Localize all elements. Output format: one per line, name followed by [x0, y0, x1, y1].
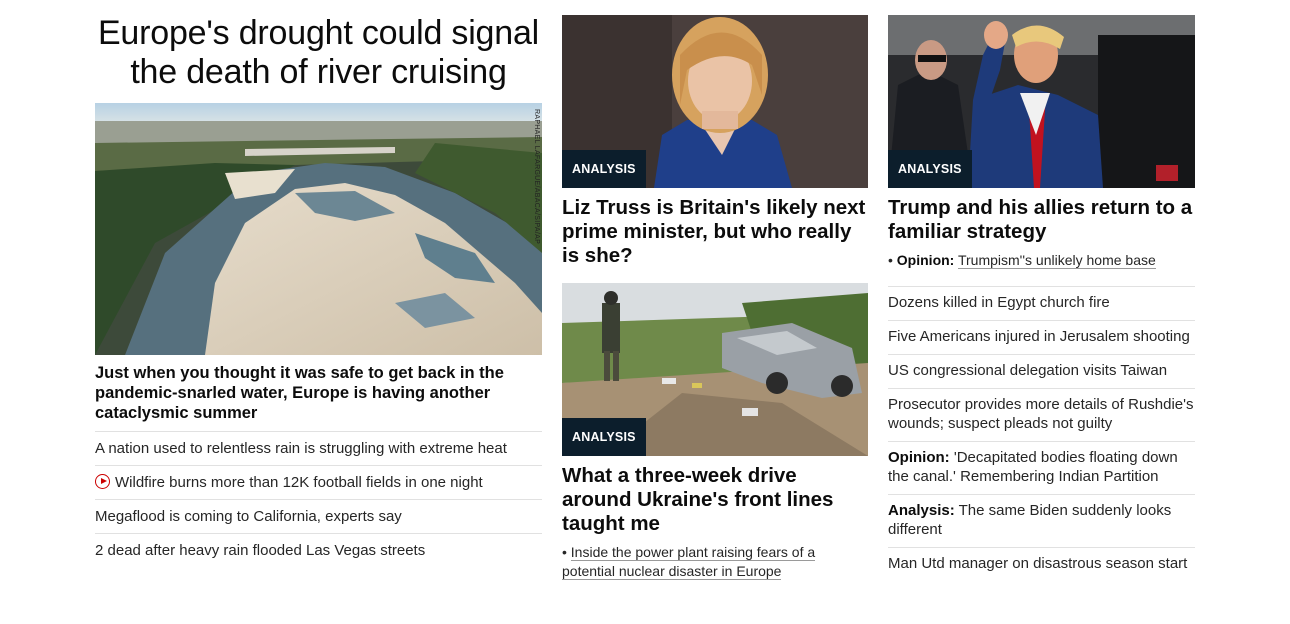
play-video-icon — [95, 474, 110, 489]
lead-story-column: Europe's drought could signal the death … — [95, 0, 542, 567]
analysis-badge: ANALYSIS — [562, 418, 646, 456]
liz-truss-image[interactable]: ANALYSIS — [562, 15, 868, 188]
river-drought-photo — [95, 103, 542, 355]
story-headline[interactable]: Trump and his allies return to a familia… — [888, 196, 1193, 243]
right-column: ANALYSIS Trump and his allies return to … — [888, 15, 1195, 581]
related-headline[interactable]: Wildfire burns more than 12K football fi… — [95, 465, 542, 499]
ukraine-image[interactable]: ANALYSIS — [562, 283, 868, 456]
headline-item[interactable]: Analysis: The same Biden suddenly looks … — [888, 494, 1195, 547]
analysis-badge: ANALYSIS — [562, 150, 646, 188]
lead-story-image[interactable]: RAPHAEL LAFARGUE/ABACA/SIPA/AP — [95, 103, 542, 355]
headline-item[interactable]: Prosecutor provides more details of Rush… — [888, 388, 1195, 441]
middle-column: ANALYSIS Liz Truss is Britain's likely n… — [562, 15, 868, 581]
related-headline[interactable]: A nation used to relentless rain is stru… — [95, 431, 542, 465]
story-bullet-link[interactable]: • Opinion: Trumpism''s unlikely home bas… — [888, 252, 1156, 269]
headlines-list: Dozens killed in Egypt church fire Five … — [888, 286, 1195, 581]
headline-item[interactable]: US congressional delegation visits Taiwa… — [888, 354, 1195, 388]
headline-item[interactable]: Dozens killed in Egypt church fire — [888, 286, 1195, 320]
story-headline[interactable]: What a three-week drive around Ukraine's… — [562, 464, 834, 535]
trump-image[interactable]: ANALYSIS — [888, 15, 1195, 188]
related-headline[interactable]: Megaflood is coming to California, exper… — [95, 499, 542, 533]
headline-item[interactable]: Man Utd manager on disastrous season sta… — [888, 547, 1195, 581]
lead-subheadline[interactable]: Just when you thought it was safe to get… — [95, 364, 504, 422]
headline-item[interactable]: Five Americans injured in Jerusalem shoo… — [888, 320, 1195, 354]
story-headline[interactable]: Liz Truss is Britain's likely next prime… — [562, 196, 866, 267]
related-headline[interactable]: 2 dead after heavy rain flooded Las Vega… — [95, 533, 542, 567]
photo-credit: RAPHAEL LAFARGUE/ABACA/SIPA/AP — [533, 109, 540, 245]
headline-item[interactable]: Opinion: 'Decapitated bodies floating do… — [888, 441, 1195, 494]
story-bullet-link[interactable]: • Inside the power plant raising fears o… — [562, 544, 816, 580]
lead-headline[interactable]: Europe's drought could signal the death … — [97, 14, 540, 91]
analysis-badge: ANALYSIS — [888, 150, 972, 188]
related-headlines-list: A nation used to relentless rain is stru… — [95, 431, 542, 567]
